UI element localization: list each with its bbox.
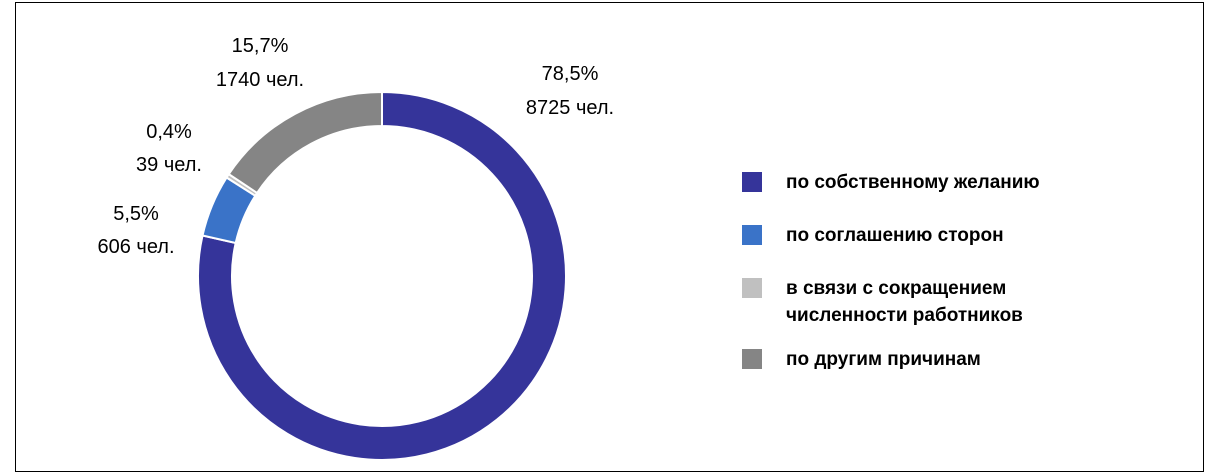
legend-swatch-4 bbox=[742, 349, 762, 369]
slice-2-count-label: 606 чел. bbox=[97, 236, 174, 258]
legend-item-3: в связи с сокращением численности работни… bbox=[742, 278, 1023, 326]
legend-item-2: по соглашению сторон bbox=[742, 225, 1004, 246]
legend-item-1: по собственному желанию bbox=[742, 172, 1040, 193]
slice-3-percent-label: 0,4% bbox=[146, 121, 192, 143]
legend-label-3-line-1: в связи с сокращением bbox=[786, 278, 1006, 299]
legend-label-4: по другим причинам bbox=[786, 349, 981, 370]
slice-4-count-label: 1740 чел. bbox=[216, 69, 304, 91]
legend-item-4: по другим причинам bbox=[742, 349, 981, 370]
legend-swatch-2 bbox=[742, 225, 762, 245]
legend-label-3-line-2: численности работников bbox=[786, 305, 1023, 326]
legend-label-1: по собственному желанию bbox=[786, 172, 1040, 193]
slice-1-percent-label: 78,5% bbox=[542, 63, 599, 85]
slice-1 bbox=[197, 90, 567, 461]
slice-1-count-label: 8725 чел. bbox=[526, 97, 614, 119]
slice-3-count-label: 39 чел. bbox=[136, 154, 202, 176]
legend-swatch-1 bbox=[742, 172, 762, 192]
slice-2-percent-label: 5,5% bbox=[113, 203, 159, 225]
legend-swatch-3 bbox=[742, 278, 762, 298]
legend-label-2: по соглашению сторон bbox=[786, 225, 1004, 246]
slice-4 bbox=[227, 90, 383, 195]
slice-4-percent-label: 15,7% bbox=[232, 35, 289, 57]
